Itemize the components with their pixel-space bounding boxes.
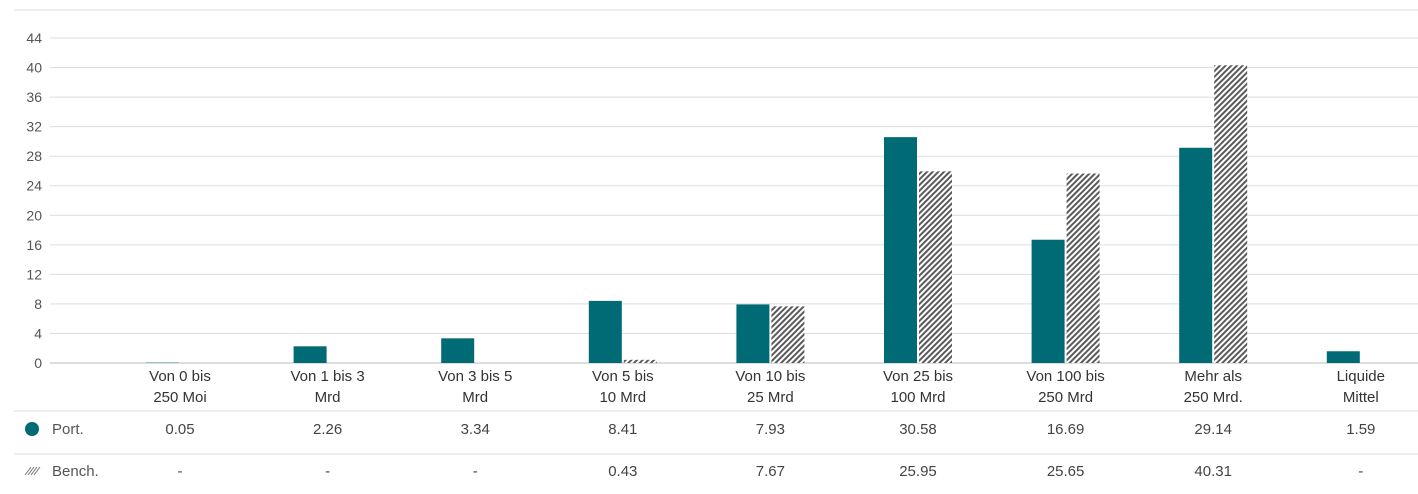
x-tick-label: Von 10 bis 25 Mrd xyxy=(735,368,805,406)
bar-bench xyxy=(623,359,657,363)
legend-label-port: Port. xyxy=(52,421,84,438)
bar-bench xyxy=(1066,173,1100,363)
y-tick-label: 8 xyxy=(34,296,42,312)
port-value-cell: 29.14 xyxy=(1194,421,1232,438)
hatch-swatch-icon xyxy=(24,466,41,476)
y-tick-label: 28 xyxy=(26,148,42,164)
x-tick-label-line: Mrd xyxy=(462,389,488,406)
x-tick-label-line: Von 10 bis xyxy=(735,368,805,385)
port-value-cell: 7.93 xyxy=(756,421,785,438)
x-tick-label-line: 250 Mrd. xyxy=(1184,389,1243,406)
x-tick-label-line: Von 1 bis 3 xyxy=(290,368,364,385)
x-tick-label: Liquide Mittel xyxy=(1337,368,1385,406)
bar-bench xyxy=(771,306,805,363)
hatch-stroke xyxy=(30,466,38,476)
legend-label-bench: Bench. xyxy=(52,463,99,480)
port-value-cell: 16.69 xyxy=(1047,421,1085,438)
x-tick-label-line: 25 Mrd xyxy=(747,389,794,406)
x-tick-label-line: Von 0 bis xyxy=(149,368,211,385)
y-tick-label: 24 xyxy=(26,178,42,194)
x-tick-label-line: 250 Moi xyxy=(153,389,206,406)
x-tick-label-line: 100 Mrd xyxy=(890,389,945,406)
bar-bench xyxy=(919,171,952,363)
x-tick-label: Von 0 bis 250 Moi xyxy=(149,368,211,406)
x-tick-label: Von 100 bis 250 Mrd xyxy=(1026,368,1104,406)
y-tick-label: 12 xyxy=(26,266,42,282)
bench-value-cell: 40.31 xyxy=(1194,463,1232,480)
x-tick-label: Von 1 bis 3 Mrd xyxy=(290,368,364,406)
x-tick-label: Von 3 bis 5 Mrd xyxy=(438,368,512,406)
x-tick-label-line: Von 25 bis xyxy=(883,368,953,385)
x-tick-label: Mehr als 250 Mrd. xyxy=(1184,368,1243,406)
bar-port xyxy=(588,300,622,363)
bar-port xyxy=(1326,351,1360,363)
y-axis: 0 4 8 12 16 20 24 28 32 36 40 44 xyxy=(26,30,42,371)
bar-port xyxy=(884,137,917,363)
bar-port xyxy=(441,338,475,363)
bench-value-cell: - xyxy=(325,463,330,480)
x-tick-label-line: 10 Mrd xyxy=(599,389,646,406)
bar-port xyxy=(1179,147,1213,363)
filled-circle-icon xyxy=(25,422,39,436)
bar-port xyxy=(736,304,770,363)
port-value-cell: 30.58 xyxy=(899,421,937,438)
y-tick-label: 36 xyxy=(26,89,42,105)
bar-port xyxy=(293,346,327,363)
bar-port xyxy=(1031,239,1065,363)
x-tick-label-line: Liquide xyxy=(1337,368,1385,385)
x-tick-label-line: Von 5 bis xyxy=(592,368,654,385)
y-tick-label: 0 xyxy=(34,355,42,371)
bench-value-cell: - xyxy=(473,463,478,480)
gridlines xyxy=(14,9,1418,364)
x-tick-label-line: Von 100 bis xyxy=(1026,368,1104,385)
bench-value-cell: - xyxy=(178,463,183,480)
y-tick-label: 4 xyxy=(34,325,42,341)
y-tick-label: 20 xyxy=(26,207,42,223)
x-tick-label-line: Mittel xyxy=(1343,389,1379,406)
y-tick-label: 32 xyxy=(26,119,42,135)
port-value-cell: 0.05 xyxy=(165,421,194,438)
x-tick-label-line: Mehr als xyxy=(1184,368,1242,385)
bars xyxy=(146,65,1360,364)
bench-value-cell: - xyxy=(1358,463,1363,480)
hatch-stroke xyxy=(33,466,41,476)
hatch-stroke xyxy=(27,466,35,476)
y-tick-label: 16 xyxy=(26,237,42,253)
x-tick-label-line: Von 3 bis 5 xyxy=(438,368,512,385)
x-tick-label-line: 250 Mrd xyxy=(1038,389,1093,406)
hatch-stroke xyxy=(24,466,32,476)
port-value-cell: 8.41 xyxy=(608,421,637,438)
bench-value-cell: 0.43 xyxy=(608,463,637,480)
port-value-cell: 1.59 xyxy=(1346,421,1375,438)
x-tick-label: Von 25 bis 100 Mrd xyxy=(883,368,953,406)
data-table: Port. Bench. 0.05 2.26 3.34 8.41 7.93 30.58 16.6… xyxy=(14,410,1418,480)
x-tick-label: Von 5 bis 10 Mrd xyxy=(592,368,654,406)
port-value-cell: 2.26 xyxy=(313,421,342,438)
bar-bench xyxy=(1214,65,1248,364)
bench-value-cell: 25.65 xyxy=(1047,463,1085,480)
bench-value-cell: 7.67 xyxy=(756,463,785,480)
bench-value-cell: 25.95 xyxy=(899,463,937,480)
port-value-cell: 3.34 xyxy=(461,421,490,438)
y-tick-label: 44 xyxy=(26,30,42,46)
x-tick-label-line: Mrd xyxy=(315,389,341,406)
y-tick-label: 40 xyxy=(26,60,42,76)
